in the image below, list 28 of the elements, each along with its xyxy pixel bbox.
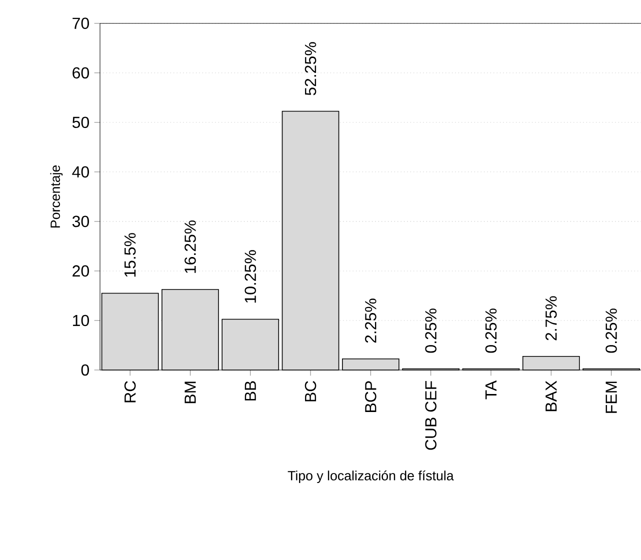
- y-tick-label: 20: [72, 265, 89, 277]
- data-label: 52.25%: [304, 42, 316, 96]
- x-tick-label: FEM: [606, 382, 617, 413]
- y-axis-title: Porcentaje: [50, 165, 63, 228]
- x-tick-label: BM: [184, 382, 196, 404]
- x-tick-label: BCP: [365, 381, 376, 412]
- y-tick-label: 40: [72, 166, 89, 178]
- x-axis-title: Tipo y localización de fístula: [288, 470, 454, 484]
- x-tick-label: RC: [124, 381, 136, 402]
- data-label: 2.25%: [365, 298, 376, 343]
- y-tick-label: 0: [81, 364, 89, 376]
- y-tick-label: 60: [72, 67, 89, 79]
- y-tick-label: 70: [72, 18, 89, 29]
- data-label: 0.25%: [485, 308, 497, 353]
- x-tick-label: BAX: [546, 380, 557, 412]
- y-tick-label: 50: [72, 116, 89, 128]
- x-tick-label: BC: [304, 381, 316, 402]
- data-label: 16.25%: [184, 220, 196, 273]
- y-tick-label: 30: [72, 216, 89, 228]
- data-label: 15.5%: [124, 233, 136, 277]
- y-tick-label: 10: [73, 314, 89, 326]
- x-tick-label: CUB CEF: [425, 381, 436, 450]
- data-label: 10.25%: [244, 250, 256, 303]
- x-tick-label: BB: [244, 381, 256, 400]
- data-label: 0.25%: [425, 308, 436, 353]
- x-tick-label: TA: [485, 380, 496, 400]
- data-label: 0.25%: [606, 308, 617, 353]
- data-label: 2.75%: [545, 296, 557, 340]
